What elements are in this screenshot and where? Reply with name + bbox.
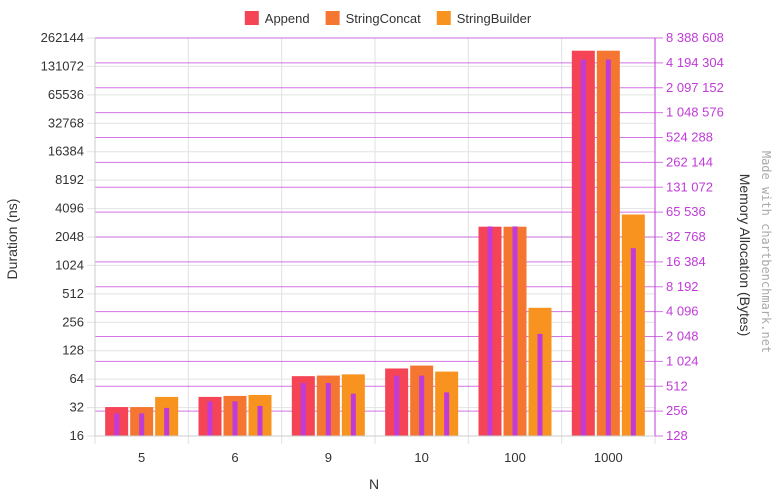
legend-label: Append [265,11,310,26]
memory-bar-stringconcat-5[interactable] [139,413,145,436]
legend-swatch-append[interactable] [244,11,259,25]
legend-swatch-stringbuilder[interactable] [436,11,451,25]
memory-bar-stringbuilder-5[interactable] [164,407,170,436]
y-tick-label: 128 [62,343,84,358]
memory-bar-append-1000[interactable] [580,59,586,437]
y2-tick-label: 262 144 [666,154,713,169]
legend-label: StringBuilder [457,11,532,26]
y-tick-label: 131072 [41,58,84,73]
bars-group [105,50,645,437]
memory-bar-stringconcat-10[interactable] [419,375,425,436]
y2-tick-label: 16 384 [666,254,706,269]
y2-tick-label: 32 768 [666,229,706,244]
legend: Append StringConcat StringBuilder [244,11,532,26]
x-axis-title: N [369,476,379,492]
y2-tick-label: 2 097 152 [666,80,724,95]
y-tick-label: 4096 [55,201,84,216]
y-tick-label: 65536 [48,87,84,102]
memory-bar-stringconcat-100[interactable] [512,226,518,436]
y2-tick-label: 4 194 304 [666,55,724,70]
x-tick-label: 6 [231,450,238,465]
y-tick-label: 16 [70,428,84,443]
y2-tick-label: 1 048 576 [666,105,724,120]
legend-swatch-stringconcat[interactable] [325,11,340,25]
memory-bar-stringbuilder-1000[interactable] [630,248,636,436]
x-axis-ticks: 5 6 9 10 100 1000 [138,450,623,465]
x-tick-label: 9 [325,450,332,465]
memory-bar-stringbuilder-100[interactable] [537,333,543,436]
memory-bar-append-6[interactable] [207,401,213,436]
legend-label: StringConcat [346,11,422,26]
x-tick-label: 100 [504,450,526,465]
y-tick-label: 32 [70,400,84,415]
y-tick-label: 16384 [48,144,84,159]
y2-tick-label: 128 [666,428,688,443]
y-axis-ticks: 16 32 64 128 256 512 1024 2048 4096 8192 16384 3276… [41,30,84,443]
memory-bar-stringbuilder-10[interactable] [444,392,450,436]
y2-axis-ticks: 128 256 512 1 024 2 048 4 096 8 192 16 384 32 76… [666,30,724,443]
y2-tick-label: 524 288 [666,130,713,145]
y-tick-label: 2048 [55,229,84,244]
y2-tick-label: 65 536 [666,204,706,219]
y2-tick-label: 2 048 [666,329,699,344]
memory-bar-stringconcat-9[interactable] [325,383,331,436]
y2-tick-label: 256 [666,403,688,418]
memory-bar-append-10[interactable] [394,375,400,436]
y-tick-label: 8192 [55,172,84,187]
y2-tick-label: 4 096 [666,304,699,319]
y-tick-label: 1024 [55,257,84,272]
y-tick-label: 262144 [41,30,84,45]
y-tick-label: 64 [70,371,84,386]
memory-bar-append-5[interactable] [114,413,120,436]
memory-bar-stringbuilder-9[interactable] [350,393,356,436]
x-tick-label: 5 [138,450,145,465]
y2-tick-label: 1 024 [666,353,699,368]
memory-bar-stringconcat-6[interactable] [232,401,238,436]
y-tick-label: 32768 [48,115,84,130]
y2-tick-label: 512 [666,378,688,393]
watermark: Made with chartbenchmark.net [759,151,773,353]
y2-axis-title: Memory Allocation (Bytes) [737,174,753,337]
memory-bar-stringbuilder-6[interactable] [257,405,263,436]
y2-tick-label: 131 072 [666,179,713,194]
y-axis-title: Duration (ns) [4,199,20,280]
memory-bar-append-100[interactable] [487,226,493,436]
x-tick-label: 10 [414,450,428,465]
y-tick-label: 256 [62,314,84,329]
x-tick-label: 1000 [594,450,623,465]
memory-bar-append-9[interactable] [300,383,306,436]
y-tick-label: 512 [62,286,84,301]
y2-tick-label: 8 388 608 [666,30,724,45]
y2-tick-label: 8 192 [666,279,699,294]
axes-group [94,38,656,437]
memory-bar-stringconcat-1000[interactable] [605,59,611,437]
